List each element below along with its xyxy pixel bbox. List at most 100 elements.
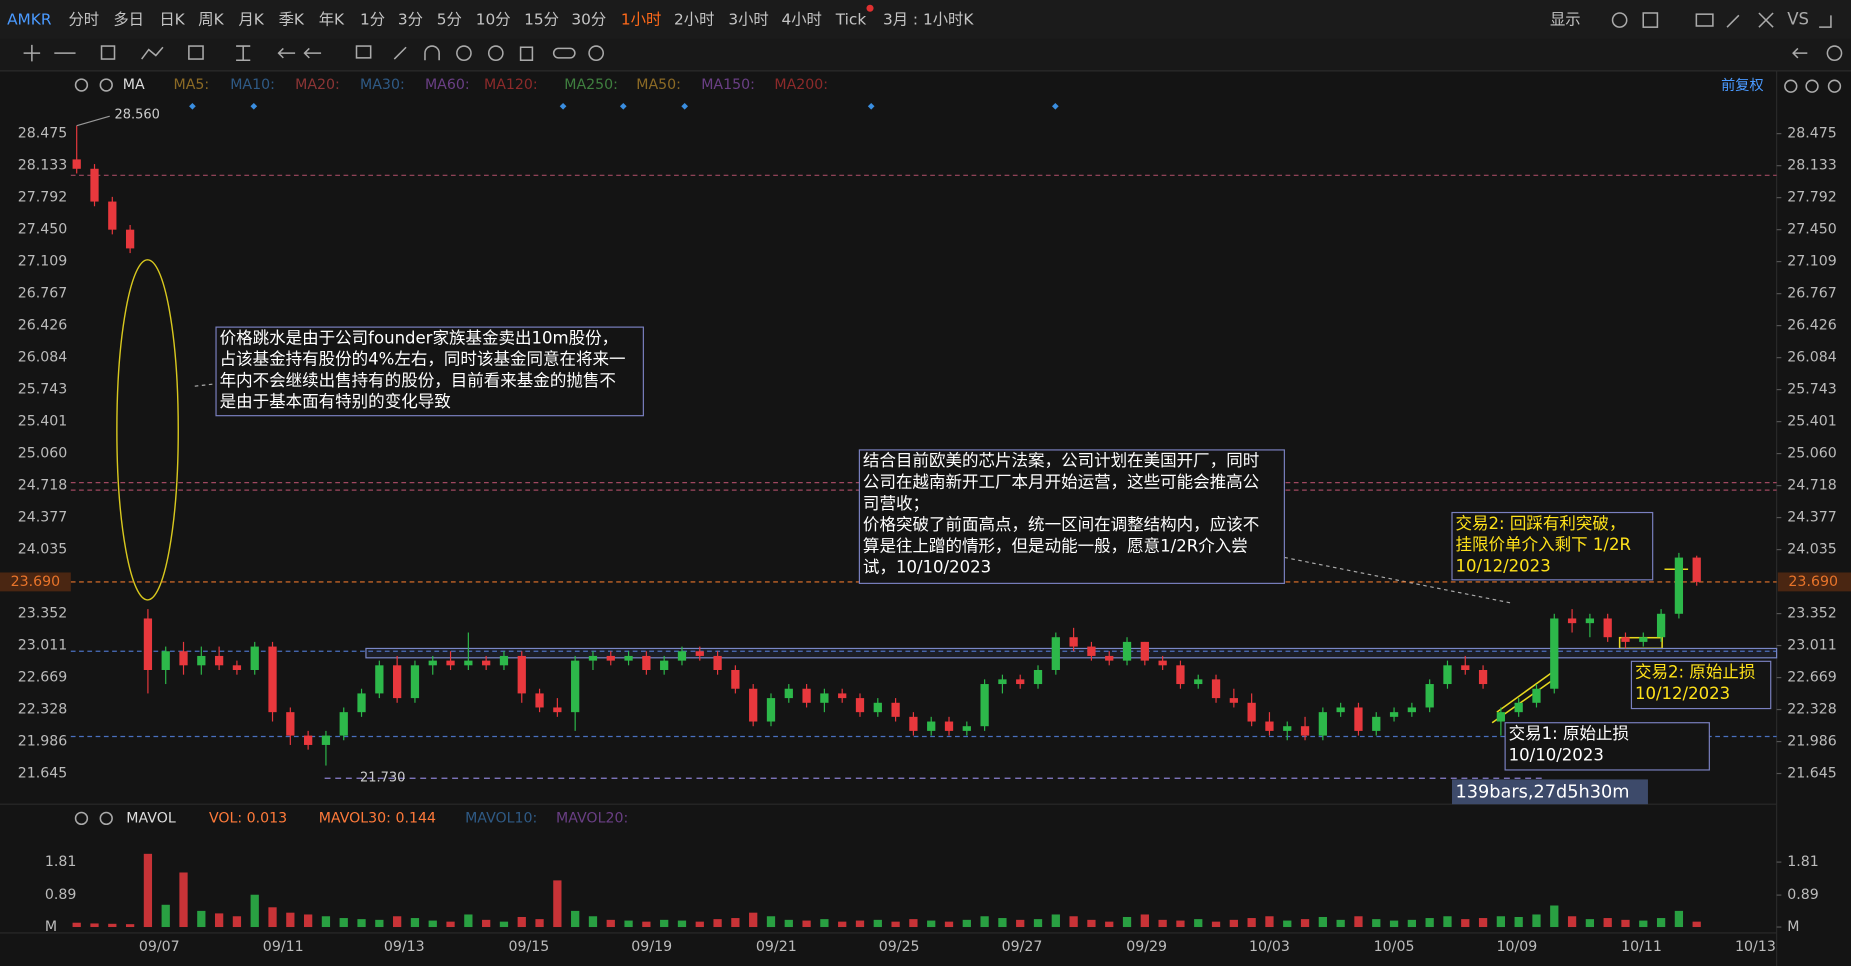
candle-body <box>1105 655 1114 661</box>
candle-body <box>1283 726 1292 731</box>
y-tick-label: 28.133 <box>1787 158 1837 174</box>
candle-body <box>375 665 384 694</box>
candle-body <box>1621 637 1630 642</box>
move-tool[interactable] <box>23 44 41 62</box>
volume-bar <box>410 918 420 928</box>
plot: 28.475 28.475 28.133 28.133 27.792 27.792 27.4… <box>0 108 1851 955</box>
fullscreen[interactable] <box>1758 12 1774 28</box>
link-tool[interactable] <box>552 47 576 59</box>
y-tick-label: 26.426 <box>1787 318 1837 334</box>
candle-body <box>1265 721 1274 731</box>
volume-bar <box>660 919 669 928</box>
annotation-text: 10/10/2023 <box>1509 745 1604 764</box>
indicator-close[interactable] <box>99 78 113 92</box>
volume-tick-label: 0.89 <box>45 887 77 903</box>
undo[interactable] <box>1792 47 1808 59</box>
indicator-settings[interactable] <box>74 78 89 92</box>
pen-tool[interactable] <box>393 46 407 60</box>
fib-tool[interactable] <box>188 45 204 60</box>
y-tick-label: 26.767 <box>1787 286 1837 302</box>
draw[interactable] <box>1726 14 1740 28</box>
adjust-mode[interactable]: 前复权 <box>1721 77 1763 94</box>
volume-bar <box>1336 919 1345 928</box>
last-price-box <box>1777 572 1851 592</box>
period-tab[interactable]: 日K <box>159 11 185 29</box>
candle-body <box>499 655 509 666</box>
candle-body <box>642 655 651 670</box>
y-tick-label: 25.060 <box>1787 446 1837 462</box>
candle-body <box>339 712 348 736</box>
x-tick-label: 09/29 <box>1126 939 1167 955</box>
period-tab[interactable]: 15分 <box>524 11 559 29</box>
period-tab[interactable]: 30分 <box>571 11 606 29</box>
volume-bar <box>339 918 348 928</box>
y-tick-label: 27.792 <box>18 190 68 206</box>
annotation-text: 结合目前欧美的芯片法案，公司计划在美国开厂，同时 <box>863 451 1259 470</box>
candle-body <box>1496 712 1506 722</box>
period-tab[interactable]: 4小时 <box>781 11 821 29</box>
volume-bar <box>1514 916 1523 928</box>
bars-label-box <box>1451 779 1648 805</box>
screenshot[interactable] <box>1695 13 1714 27</box>
volume-close[interactable] <box>99 811 113 826</box>
period-tab[interactable]: 5分 <box>437 11 462 29</box>
candle-body <box>1087 646 1096 656</box>
period-tab[interactable]: 2小时 <box>674 11 714 29</box>
volume-settings[interactable] <box>74 811 89 826</box>
layout[interactable] <box>1642 12 1659 28</box>
period-tab[interactable]: 年K <box>319 11 345 29</box>
period-tab[interactable]: 分时 <box>68 11 99 29</box>
period-tab[interactable]: 10分 <box>476 11 511 29</box>
symbol[interactable]: AMKR <box>7 11 52 29</box>
ma-label: MA20: <box>295 77 340 93</box>
arrow-tool[interactable] <box>303 47 322 59</box>
volume-bar <box>321 916 331 928</box>
volume-bar <box>909 919 918 928</box>
volume-bar <box>1069 916 1078 928</box>
period-tab[interactable]: 月K <box>238 11 264 29</box>
candle-body <box>1318 712 1327 736</box>
candle-body <box>428 660 437 666</box>
volume-bar <box>303 914 313 928</box>
period-tab[interactable]: 3小时 <box>728 11 768 29</box>
period-tab[interactable]: 1分 <box>360 11 385 29</box>
lock-tool[interactable] <box>487 45 504 61</box>
volume-bar <box>90 923 99 928</box>
period-tab[interactable]: 多日 <box>113 11 144 29</box>
period-tab[interactable]: 1小时 <box>621 11 661 29</box>
display-menu[interactable]: 显示 <box>1550 11 1581 29</box>
volume-tick-label: M <box>1787 919 1799 935</box>
rect-tool[interactable] <box>100 45 116 60</box>
zoom-in[interactable] <box>1827 79 1842 93</box>
arrow-tool[interactable] <box>277 47 296 59</box>
period-tab[interactable]: Tick <box>835 11 867 29</box>
volume-bar <box>677 920 687 928</box>
zoom-out[interactable] <box>1805 79 1819 93</box>
settings[interactable] <box>1611 12 1628 28</box>
y-tick-label: 24.035 <box>18 542 68 558</box>
period-tab[interactable]: 3分 <box>398 11 423 29</box>
period-tab[interactable]: 周K <box>198 11 224 29</box>
settings-tool[interactable] <box>588 45 604 61</box>
candle-body <box>1336 707 1345 713</box>
delete-tool[interactable] <box>519 46 534 61</box>
reset[interactable] <box>1784 79 1798 93</box>
candle-body <box>1122 641 1132 661</box>
x-tick-label: 10/11 <box>1621 939 1662 955</box>
candle-body <box>873 702 882 713</box>
candle-body <box>1443 665 1452 685</box>
compare[interactable]: VS <box>1787 10 1809 29</box>
period-tab[interactable]: 季K <box>279 11 305 29</box>
range-select[interactable]: 3月 : 1小时K <box>883 11 974 29</box>
magnet-tool[interactable] <box>424 45 440 61</box>
window[interactable] <box>1819 15 1832 28</box>
eye-tool[interactable] <box>456 45 472 61</box>
y-tick-label: 21.645 <box>18 766 68 782</box>
note-tool[interactable] <box>355 45 372 59</box>
redo[interactable] <box>1826 45 1843 61</box>
volume-bar <box>499 921 509 928</box>
measure-tool[interactable] <box>236 45 251 61</box>
volume-bar <box>1354 916 1363 928</box>
path-tool[interactable] <box>141 46 164 60</box>
